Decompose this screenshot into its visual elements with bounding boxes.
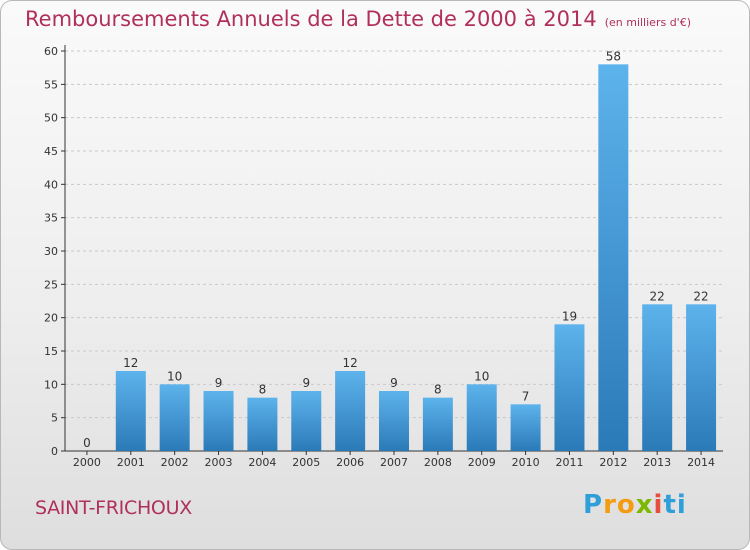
x-tick-label: 2009 xyxy=(468,456,496,469)
bar-value-label: 7 xyxy=(522,389,530,403)
y-tick-label: 5 xyxy=(51,412,58,425)
labels: 0 2000 12 2001 10 2002 9 2003 8 2004 9 2005 12 2006 9 2… xyxy=(73,49,715,469)
x-tick-label: 2001 xyxy=(117,456,145,469)
y-tick-label: 45 xyxy=(44,145,58,158)
bar xyxy=(159,384,190,451)
x-tick-label: 2011 xyxy=(555,456,583,469)
bar-value-label: 12 xyxy=(123,356,138,370)
y-tick-label: 50 xyxy=(44,112,58,125)
bar xyxy=(247,397,278,451)
logo-letter: x xyxy=(635,490,654,520)
y-tick-label: 0 xyxy=(51,445,58,458)
x-tick-label: 2005 xyxy=(292,456,320,469)
logo-letter: P xyxy=(583,490,604,520)
x-tick-label: 2006 xyxy=(336,456,364,469)
x-tick-label: 2007 xyxy=(380,456,408,469)
bar-value-label: 0 xyxy=(83,436,91,450)
chart-title-text: Remboursements Annuels de la Dette de 20… xyxy=(25,7,597,31)
logo-letter: i xyxy=(676,490,687,520)
bar-value-label: 9 xyxy=(302,376,310,390)
chart-unit-note: (en milliers d'€) xyxy=(604,16,691,29)
logo-letter: t xyxy=(663,490,677,520)
bar xyxy=(422,397,453,451)
bar-value-label: 22 xyxy=(693,289,708,303)
commune-name: SAINT-FRICHOUX xyxy=(35,497,192,519)
x-tick-label: 2012 xyxy=(599,456,627,469)
logo-letter: o xyxy=(616,490,636,520)
bar-value-label: 19 xyxy=(562,309,577,323)
bar-value-label: 8 xyxy=(434,383,442,397)
bar xyxy=(466,384,497,451)
bar-value-label: 9 xyxy=(215,376,223,390)
bar-value-label: 10 xyxy=(167,369,182,383)
y-tick-label: 35 xyxy=(44,212,58,225)
chart-title: Remboursements Annuels de la Dette de 20… xyxy=(25,7,691,31)
x-tick-label: 2013 xyxy=(643,456,671,469)
bar xyxy=(335,371,366,451)
bar-value-label: 10 xyxy=(474,369,489,383)
bar xyxy=(686,304,717,451)
bars xyxy=(115,64,717,452)
bar xyxy=(510,404,541,451)
x-tick-label: 2002 xyxy=(161,456,189,469)
logo-letter: r xyxy=(603,490,617,520)
x-tick-label: 2004 xyxy=(248,456,276,469)
y-tick-label: 55 xyxy=(44,78,58,91)
bar-value-label: 22 xyxy=(650,289,665,303)
proxiti-logo: Proxiti xyxy=(583,490,687,520)
y-tick-label: 60 xyxy=(44,45,58,58)
logo-letter: i xyxy=(653,490,664,520)
bar xyxy=(115,371,146,451)
y-tick-label: 15 xyxy=(44,345,58,358)
x-tick-label: 2010 xyxy=(512,456,540,469)
x-tick-label: 2000 xyxy=(73,456,101,469)
bar xyxy=(598,64,629,452)
bar-value-label: 9 xyxy=(390,376,398,390)
y-tick-label: 40 xyxy=(44,178,58,191)
y-tick-label: 25 xyxy=(44,278,58,291)
x-tick-label: 2008 xyxy=(424,456,452,469)
x-tick-label: 2003 xyxy=(205,456,233,469)
bar xyxy=(642,304,673,451)
bar-value-label: 58 xyxy=(606,49,621,63)
bar xyxy=(379,391,409,451)
bar xyxy=(203,391,234,451)
y-tick-label: 20 xyxy=(44,312,58,325)
bar-value-label: 8 xyxy=(259,383,267,397)
bar xyxy=(554,324,585,451)
bar xyxy=(291,391,322,451)
bar-value-label: 12 xyxy=(342,356,357,370)
y-tick-label: 30 xyxy=(44,245,58,258)
x-tick-label: 2014 xyxy=(687,456,715,469)
y-tick-label: 10 xyxy=(44,378,58,391)
